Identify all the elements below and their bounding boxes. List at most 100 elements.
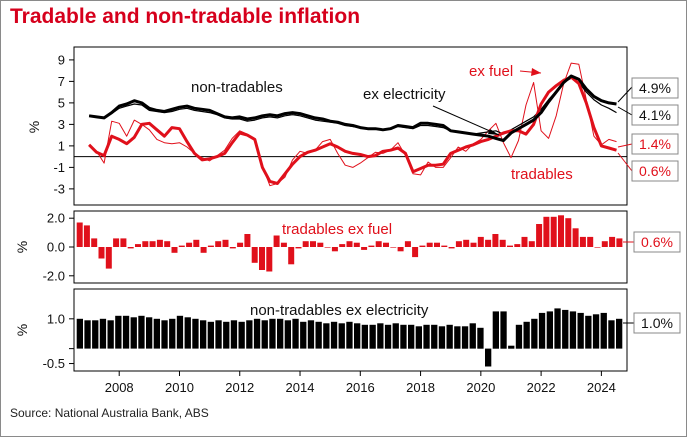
bar-2-68	[572, 228, 579, 247]
annotation-non-tradables-ex-electricity: non-tradables ex electricity	[250, 302, 429, 319]
bar-3-8	[138, 315, 145, 349]
bar-3-15	[192, 318, 199, 349]
bar-2-54	[470, 242, 477, 247]
bar-2-52	[455, 241, 462, 247]
y-tick-label-1-1: 7	[58, 74, 65, 89]
bar-2-8	[135, 244, 141, 247]
bar-2-48	[426, 242, 433, 247]
x-axis-ticks: 2008 2010 2012 2014 2016 2018 2020 2022 2024	[105, 371, 616, 395]
bar-3-23	[253, 318, 261, 349]
bar-2-2	[91, 238, 98, 247]
annotation-ex-fuel: ex fuel	[469, 63, 513, 80]
bar-2-47	[419, 245, 426, 247]
bar-3-27	[284, 320, 291, 349]
bar-3-32	[323, 323, 330, 349]
bar-3-69	[608, 320, 615, 349]
bar-2-20	[222, 239, 229, 247]
bar-2-40	[368, 245, 375, 247]
bar-3-18	[215, 320, 222, 349]
bar-3-50	[461, 326, 469, 349]
bar-2-42	[383, 242, 389, 247]
bar-2-60	[514, 244, 521, 247]
callout-text-ex-fuel: 1.4%	[639, 136, 671, 152]
bar-3-0	[76, 318, 83, 349]
y-tick-label-1-6: -3	[53, 181, 65, 196]
bar-3-49	[454, 326, 461, 349]
bar-2-39	[361, 247, 368, 250]
bar-2-62	[528, 241, 535, 247]
callout-non-tradables: 4.9%	[617, 77, 679, 103]
bar-3-1	[84, 320, 91, 349]
bar-3-31	[315, 321, 322, 349]
bar-2-70	[587, 236, 594, 247]
bar-2-24	[251, 247, 258, 263]
bar-2-37	[346, 241, 353, 247]
bar-2-69	[579, 236, 586, 247]
bar-2-12	[164, 241, 171, 247]
y-tick-label-2-1: 0.0	[47, 240, 65, 255]
bar-2-59	[507, 245, 513, 247]
callout-non-tradables-ex-electricity: 1.0%	[623, 312, 681, 334]
bar-3-70	[616, 318, 623, 349]
bar-2-67	[565, 218, 572, 247]
x-tick-label-6: 2020	[466, 380, 495, 395]
bar-2-9	[142, 241, 149, 247]
bar-2-57	[492, 234, 499, 247]
bar-3-17	[207, 321, 214, 349]
bar-3-2	[92, 320, 99, 349]
bar-3-58	[523, 321, 530, 349]
bar-3-3	[99, 318, 107, 349]
bar-3-46	[431, 324, 438, 349]
arrow-ex-electricity	[432, 105, 500, 136]
bar-3-14	[184, 317, 191, 349]
arrowhead-ex-electricity	[488, 129, 499, 135]
bar-2-28	[280, 242, 287, 247]
plot-area-1	[73, 46, 628, 206]
annotation-ex-electricity: ex electricity	[363, 86, 446, 103]
bar-2-13	[171, 247, 178, 253]
bar-2-29	[288, 247, 295, 265]
bar-3-66	[585, 315, 592, 349]
bar-2-36	[339, 244, 346, 247]
bar-2-5	[113, 238, 120, 247]
bar-3-44	[415, 326, 422, 349]
bar-3-47	[438, 326, 446, 349]
bar-3-5	[115, 315, 122, 349]
bar-2-61	[521, 236, 528, 247]
y-axis-label-2: %	[14, 241, 30, 253]
arrowhead-ex-fuel	[531, 68, 541, 76]
bar-3-10	[153, 318, 160, 349]
bar-2-7	[127, 247, 134, 249]
bar-2-74	[616, 238, 623, 247]
bar-2-46	[412, 247, 419, 258]
bar-2-10	[149, 241, 156, 247]
bar-3-20	[230, 320, 238, 349]
bar-3-29	[300, 321, 307, 349]
bar-2-22	[237, 242, 244, 247]
y-axis-label-3: %	[14, 324, 30, 336]
x-tick-label-5: 2018	[406, 380, 435, 395]
source-note: Source: National Australia Bank, ABS	[10, 406, 209, 420]
x-tick-label-8: 2024	[587, 380, 616, 395]
y-ticks-1: 9 7 5 3 1 -1 -3	[53, 52, 74, 196]
bar-3-57	[515, 324, 523, 349]
bar-2-43	[390, 247, 397, 248]
bar-3-51	[469, 323, 476, 349]
bar-2-31	[302, 241, 309, 247]
bar-2-23	[244, 234, 251, 247]
bar-2-51	[448, 247, 455, 249]
bar-3-22	[246, 320, 253, 349]
bar-3-40	[384, 324, 392, 349]
bar-2-41	[375, 241, 382, 247]
callout-ex-fuel: 1.4%	[617, 133, 679, 155]
bar-2-50	[441, 245, 448, 247]
bar-2-49	[434, 242, 440, 247]
bar-2-53	[463, 239, 470, 247]
series-line-tradables	[88, 75, 617, 185]
bar-3-11	[161, 320, 168, 349]
bar-2-3	[98, 247, 105, 259]
y-tick-label-1-4: 1	[58, 138, 65, 153]
x-tick-label-0: 2008	[105, 380, 134, 395]
x-tick-label-7: 2022	[527, 380, 556, 395]
